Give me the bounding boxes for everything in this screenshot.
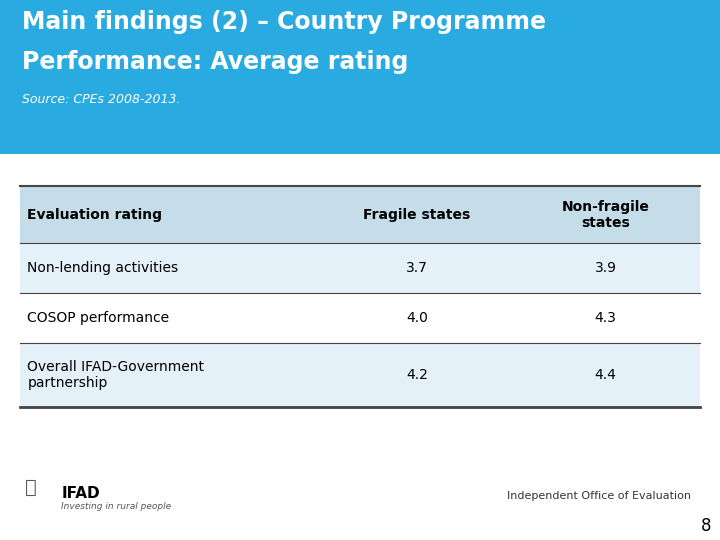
- Bar: [0, 0, 720, 154]
- Text: Evaluation rating: Evaluation rating: [27, 208, 163, 221]
- Text: 🌾: 🌾: [25, 478, 37, 497]
- Bar: [20, 343, 700, 407]
- Text: 4.4: 4.4: [595, 368, 616, 382]
- Text: 3.7: 3.7: [406, 261, 428, 275]
- Text: Performance: Average rating: Performance: Average rating: [22, 50, 408, 74]
- Text: Non-fragile
states: Non-fragile states: [562, 200, 649, 230]
- Text: Source: CPEs 2008-2013.: Source: CPEs 2008-2013.: [22, 93, 180, 106]
- Text: Overall IFAD-Government
partnership: Overall IFAD-Government partnership: [27, 360, 204, 390]
- Text: 3.9: 3.9: [595, 261, 617, 275]
- Text: Main findings (2) – Country Programme: Main findings (2) – Country Programme: [22, 10, 546, 33]
- Text: COSOP performance: COSOP performance: [27, 312, 169, 325]
- Text: Independent Office of Evaluation: Independent Office of Evaluation: [507, 490, 691, 501]
- Text: Non-lending activities: Non-lending activities: [27, 261, 179, 275]
- Text: 4.3: 4.3: [595, 312, 616, 325]
- Text: Investing in rural people: Investing in rural people: [61, 502, 171, 511]
- Text: Fragile states: Fragile states: [364, 208, 471, 221]
- Text: 8: 8: [701, 517, 711, 535]
- Bar: [20, 293, 700, 343]
- Text: 4.2: 4.2: [406, 368, 428, 382]
- Text: IFAD: IFAD: [61, 485, 100, 501]
- Bar: [20, 243, 700, 293]
- Bar: [20, 186, 700, 243]
- Text: 4.0: 4.0: [406, 312, 428, 325]
